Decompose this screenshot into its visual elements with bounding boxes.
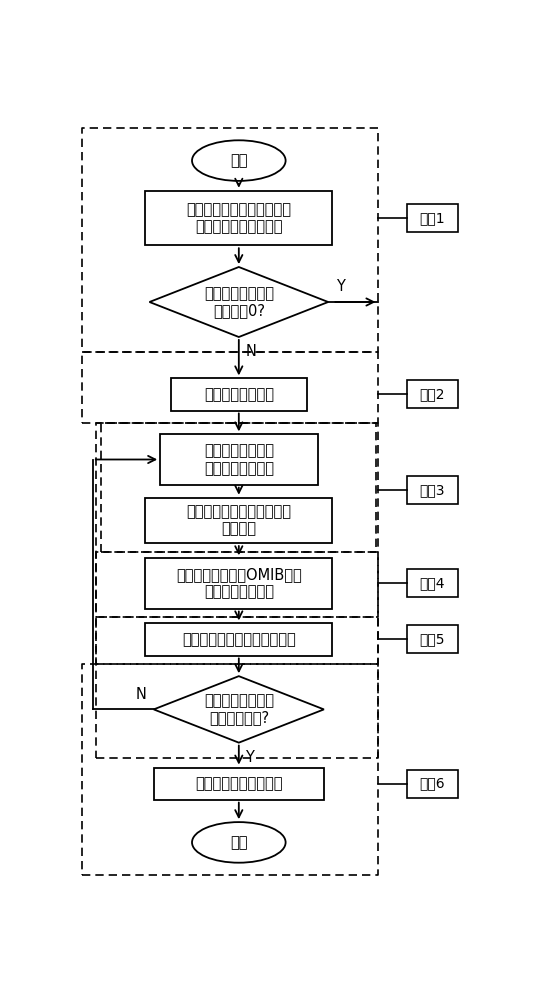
Ellipse shape: [192, 140, 285, 181]
Text: 步骤6: 步骤6: [419, 777, 445, 791]
Polygon shape: [145, 191, 333, 245]
Text: 步骤5: 步骤5: [419, 632, 445, 646]
Text: 计算紧急控制时刻OMIB等值
机功率差的变化量: 计算紧急控制时刻OMIB等值 机功率差的变化量: [176, 567, 302, 600]
Text: 所有紧急控制措施
是否计算完成?: 所有紧急控制措施 是否计算完成?: [204, 693, 274, 726]
Polygon shape: [160, 434, 317, 485]
Ellipse shape: [192, 822, 285, 863]
Text: 步骤2: 步骤2: [419, 387, 445, 401]
Text: 暂态功角稳定裕度
是否大于0?: 暂态功角稳定裕度 是否大于0?: [204, 286, 274, 318]
Polygon shape: [407, 770, 458, 798]
Text: 确定备选控制措施: 确定备选控制措施: [204, 387, 274, 402]
Polygon shape: [149, 267, 328, 337]
Polygon shape: [154, 768, 324, 800]
Text: 步骤1: 步骤1: [419, 211, 445, 225]
Polygon shape: [154, 676, 324, 743]
Text: 依次选择备选控制
措施中的控制措施: 依次选择备选控制 措施中的控制措施: [204, 443, 274, 476]
Polygon shape: [145, 558, 333, 609]
Polygon shape: [407, 569, 458, 597]
Polygon shape: [407, 625, 458, 653]
Text: 结束: 结束: [230, 835, 248, 850]
Text: Y: Y: [245, 750, 254, 765]
Polygon shape: [145, 498, 333, 543]
Text: 步骤3: 步骤3: [419, 483, 445, 497]
Text: 运行不考虑控制措施的暂态
功角稳定裕度量化评估: 运行不考虑控制措施的暂态 功角稳定裕度量化评估: [186, 202, 292, 234]
Text: 开始: 开始: [230, 153, 248, 168]
Polygon shape: [171, 378, 307, 410]
Text: N: N: [136, 687, 147, 702]
Polygon shape: [407, 380, 458, 408]
Polygon shape: [407, 476, 458, 504]
Text: 保存性能指标计算结果: 保存性能指标计算结果: [195, 776, 283, 791]
Text: N: N: [245, 344, 256, 359]
Text: 步骤4: 步骤4: [419, 576, 445, 590]
Text: 计算紧急控制时刻同步机的
电磁功率: 计算紧急控制时刻同步机的 电磁功率: [186, 504, 292, 537]
Text: 计算紧急控制措施的性能指标: 计算紧急控制措施的性能指标: [182, 632, 296, 647]
Polygon shape: [407, 204, 458, 232]
Text: Y: Y: [336, 279, 345, 294]
Polygon shape: [145, 623, 333, 656]
